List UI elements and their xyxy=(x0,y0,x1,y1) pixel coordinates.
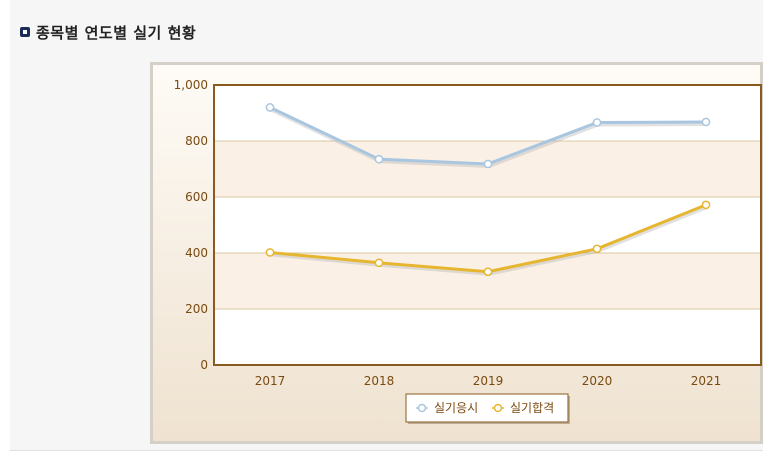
y-tick-label: 200 xyxy=(185,302,208,316)
y-tick-label: 400 xyxy=(185,246,208,260)
plot-area xyxy=(214,85,761,365)
page-title: 종목별 연도별 실기 현황 xyxy=(36,23,197,42)
data-point xyxy=(265,248,275,257)
data-point xyxy=(592,244,602,254)
data-point xyxy=(483,159,493,169)
x-tick-label: 2019 xyxy=(473,374,504,388)
x-tick-label: 2020 xyxy=(582,374,613,388)
x-tick-label: 2017 xyxy=(255,374,286,388)
x-tick-label: 2021 xyxy=(691,374,722,388)
bullet-icon xyxy=(20,27,30,37)
data-point xyxy=(592,118,602,127)
y-tick-label: 800 xyxy=(185,134,208,148)
data-point xyxy=(701,117,711,127)
plot-band xyxy=(214,141,761,197)
y-tick-label: 600 xyxy=(185,190,208,204)
y-tick-label: 0 xyxy=(200,358,208,372)
plot-border xyxy=(213,84,762,366)
data-point xyxy=(483,267,493,277)
legend-marker xyxy=(417,403,427,413)
plot-band xyxy=(214,253,761,309)
y-tick-label: 1,000 xyxy=(174,78,208,92)
legend-label: 실기응시 xyxy=(434,401,478,415)
section-header: 종목별 연도별 실기 현황 xyxy=(20,20,196,44)
data-point xyxy=(701,200,711,210)
data-point xyxy=(374,258,384,268)
legend-marker xyxy=(493,403,503,413)
data-point xyxy=(374,154,384,164)
data-point xyxy=(265,103,275,112)
legend-box xyxy=(405,393,569,423)
x-tick-label: 2018 xyxy=(364,374,395,388)
legend-label: 실기합격 xyxy=(510,401,554,415)
